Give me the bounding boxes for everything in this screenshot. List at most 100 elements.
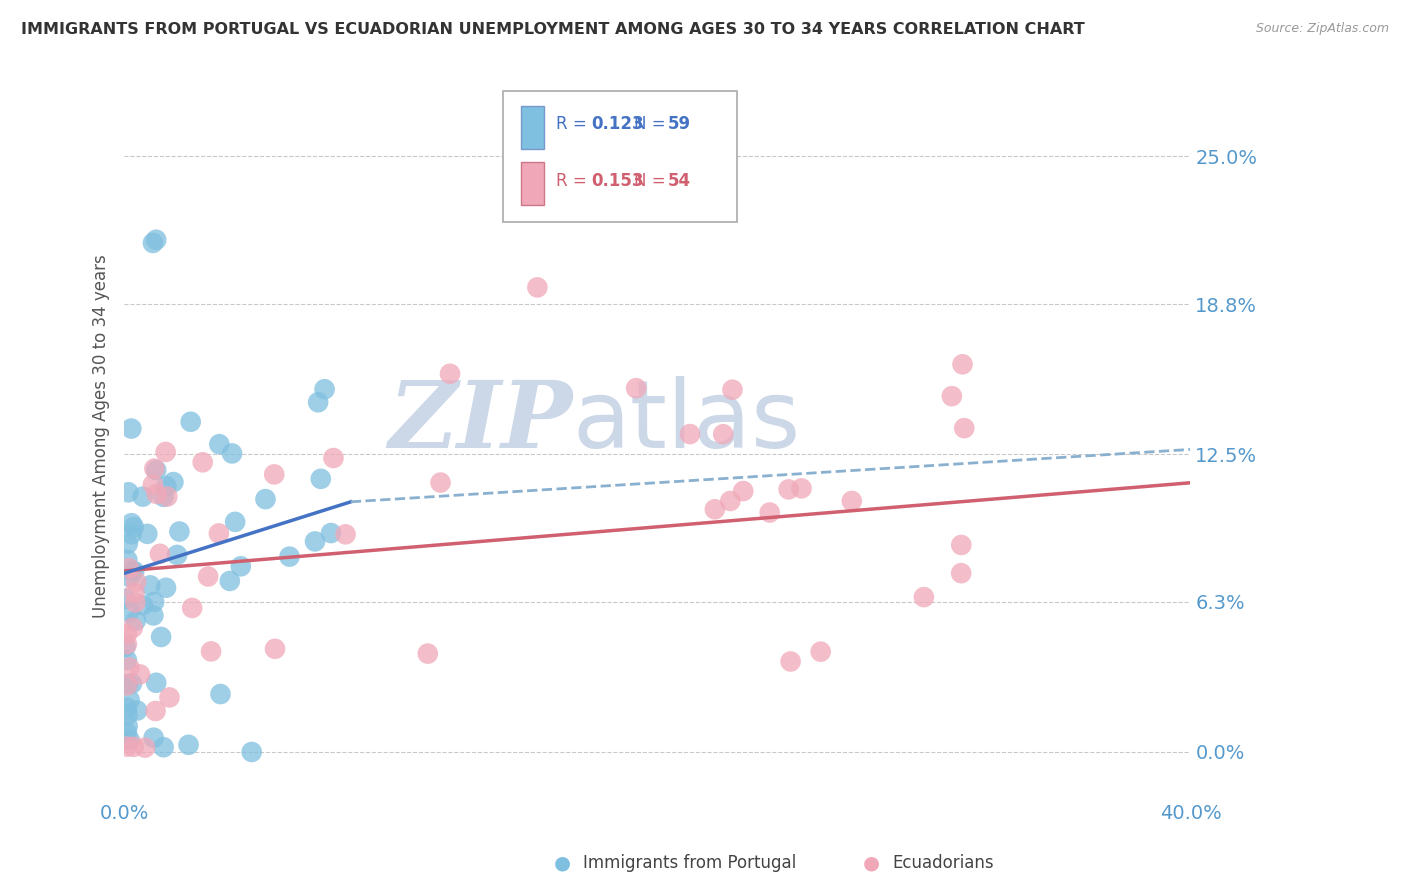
Point <box>209 687 232 701</box>
Y-axis label: Unemployment Among Ages 30 to 34 years: Unemployment Among Ages 30 to 34 years <box>93 254 110 618</box>
Point <box>703 502 725 516</box>
Point <box>177 738 200 752</box>
Point <box>191 455 214 469</box>
Point <box>115 739 138 754</box>
Point <box>118 605 141 619</box>
Point <box>197 569 219 583</box>
Point <box>309 472 332 486</box>
Point <box>129 667 152 681</box>
Point <box>145 233 167 247</box>
Point <box>952 357 974 371</box>
Point <box>264 641 287 656</box>
Point <box>779 655 801 669</box>
Point <box>142 477 165 491</box>
Text: ZIP: ZIP <box>388 376 572 467</box>
Point <box>115 637 138 651</box>
Point <box>143 461 166 475</box>
Point <box>145 704 167 718</box>
Point <box>124 586 146 600</box>
Point <box>224 515 246 529</box>
Text: ●: ● <box>863 854 880 872</box>
FancyBboxPatch shape <box>503 91 737 222</box>
Point <box>221 446 243 460</box>
Text: R =: R = <box>555 171 592 189</box>
Point <box>733 484 755 499</box>
Point <box>624 381 647 395</box>
Point <box>758 506 780 520</box>
Point <box>314 382 336 396</box>
Point <box>142 608 165 623</box>
Point <box>117 537 139 551</box>
Point <box>114 591 136 606</box>
Point <box>127 704 149 718</box>
Point <box>121 564 143 578</box>
Point <box>121 527 143 541</box>
Point <box>254 492 277 507</box>
Point <box>181 601 204 615</box>
Point <box>118 561 141 575</box>
Point <box>278 549 301 564</box>
Point <box>790 481 813 495</box>
Point <box>718 494 741 508</box>
Point <box>132 598 155 612</box>
Point <box>152 740 174 755</box>
Point <box>218 574 240 588</box>
Point <box>117 485 139 500</box>
Point <box>134 740 156 755</box>
Point <box>115 700 138 714</box>
Point <box>139 578 162 592</box>
Point <box>307 395 329 409</box>
Point <box>115 678 138 692</box>
Point <box>122 739 145 754</box>
Point <box>429 475 451 490</box>
Point <box>118 733 141 747</box>
Point <box>240 745 263 759</box>
Text: 54: 54 <box>668 171 692 189</box>
Point <box>319 526 342 541</box>
Point <box>142 731 165 745</box>
Text: 59: 59 <box>668 115 692 133</box>
Point <box>120 570 142 584</box>
Point <box>208 437 231 451</box>
Text: atlas: atlas <box>572 376 800 467</box>
Point <box>156 490 179 504</box>
Text: Source: ZipAtlas.com: Source: ZipAtlas.com <box>1256 22 1389 36</box>
Point <box>526 280 548 294</box>
Point <box>810 645 832 659</box>
Point <box>304 534 326 549</box>
Point <box>115 653 138 667</box>
Point <box>132 490 155 504</box>
Point <box>152 490 174 504</box>
Text: 0.153: 0.153 <box>592 171 644 189</box>
Point <box>159 690 181 705</box>
Point <box>121 621 143 635</box>
Text: ●: ● <box>554 854 571 872</box>
Point <box>208 526 231 541</box>
Point <box>841 494 863 508</box>
Point <box>120 421 142 435</box>
Text: Ecuadorians: Ecuadorians <box>893 855 994 872</box>
Point <box>117 707 139 722</box>
Point <box>125 574 148 589</box>
Point <box>115 627 138 641</box>
Point <box>122 564 145 578</box>
Point <box>950 566 973 581</box>
Point <box>322 450 344 465</box>
Point <box>169 524 191 539</box>
Text: IMMIGRANTS FROM PORTUGAL VS ECUADORIAN UNEMPLOYMENT AMONG AGES 30 TO 34 YEARS CO: IMMIGRANTS FROM PORTUGAL VS ECUADORIAN U… <box>21 22 1085 37</box>
Point <box>143 595 166 609</box>
Point <box>117 553 139 567</box>
Point <box>229 559 252 574</box>
Point <box>162 475 184 489</box>
Point <box>121 676 143 690</box>
Point <box>115 726 138 740</box>
Point <box>711 427 734 442</box>
Point <box>263 467 285 482</box>
Point <box>912 590 935 604</box>
Point <box>118 693 141 707</box>
Point <box>721 383 744 397</box>
Point <box>124 595 146 609</box>
Point <box>122 520 145 534</box>
Point <box>593 161 616 176</box>
Point <box>114 640 136 654</box>
